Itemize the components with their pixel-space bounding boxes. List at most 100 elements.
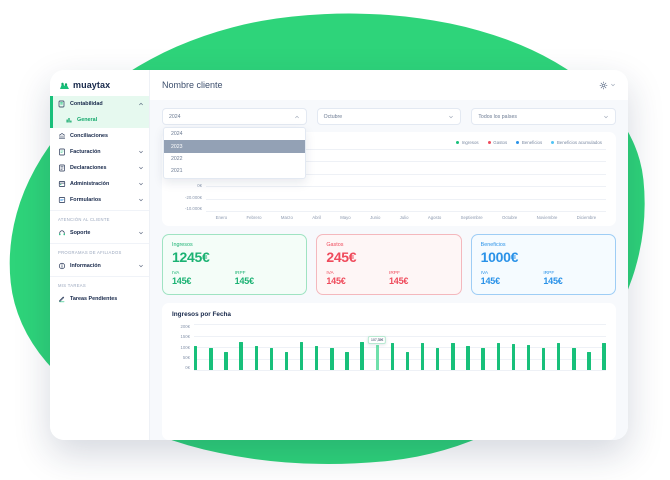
year-option[interactable]: 2024	[171, 131, 183, 138]
bar[interactable]	[390, 342, 395, 370]
sidebar-item-informacion[interactable]: Información	[50, 258, 149, 274]
year-option[interactable]: 2022	[171, 155, 183, 162]
kpi-iva-value: 145€	[326, 276, 346, 286]
bar-chart-icon	[66, 118, 72, 123]
bar[interactable]	[269, 348, 274, 370]
x-tick-label: Marzo	[280, 215, 293, 220]
year-select-value: 2024	[169, 113, 181, 120]
year-option[interactable]: 2021	[171, 168, 183, 175]
bar[interactable]	[405, 351, 410, 370]
form-icon	[58, 197, 66, 203]
bar[interactable]	[436, 348, 440, 370]
bar[interactable]	[330, 348, 334, 370]
bar-group[interactable]	[550, 70, 563, 211]
bar[interactable]	[299, 342, 304, 370]
legend-item[interactable]: Ingresos	[456, 140, 479, 145]
bar[interactable]	[602, 342, 606, 370]
sidebar-item-soporte[interactable]: Soporte	[50, 225, 149, 241]
bar-series-container: 107,35€	[194, 324, 606, 370]
year-option-selected[interactable]: 2023	[164, 140, 305, 153]
bar[interactable]	[239, 342, 243, 370]
settings-menu-button[interactable]	[599, 81, 616, 90]
chevron-up-icon	[139, 102, 143, 106]
kpi-card-green: Ingresos 1245€ IVA 145€ IRPF 145€	[162, 234, 308, 295]
legend-color-dot	[516, 140, 520, 145]
bar[interactable]	[420, 342, 425, 370]
legend-item[interactable]: Beneficios	[516, 140, 542, 145]
bar-tooltip: 107,35€	[368, 336, 387, 345]
sidebar-item-administracion[interactable]: Administración	[50, 176, 149, 192]
year-select[interactable]: 2024 2024 2023 2022 2021	[162, 108, 307, 179]
bar-group[interactable]	[583, 70, 596, 211]
bar[interactable]: 107,35€	[368, 336, 387, 370]
bar[interactable]	[345, 351, 349, 370]
gear-icon	[599, 81, 608, 89]
brand-logo[interactable]: muaytax	[50, 76, 149, 96]
sidebar-item-contabilidad[interactable]: Contabilidad	[50, 96, 149, 112]
y-tick-label: 50€	[182, 354, 190, 360]
bar-group[interactable]	[516, 70, 529, 211]
country-select[interactable]: Todos los países	[471, 108, 617, 125]
sidebar-section-tasks: MIS TAREAS	[50, 276, 149, 291]
sidebar-item-declaraciones[interactable]: Declaraciones	[50, 160, 149, 176]
bar-group[interactable]	[416, 70, 429, 211]
bar[interactable]	[194, 345, 198, 370]
kpi-iva-label: IVA	[480, 271, 489, 276]
sidebar-item-label: Facturación	[70, 149, 101, 155]
bar[interactable]	[481, 348, 485, 370]
bar-group[interactable]	[316, 70, 329, 211]
bar-group[interactable]	[350, 70, 363, 211]
y-tick-label: 200€	[180, 324, 190, 329]
bar-group[interactable]	[383, 70, 396, 211]
sidebar-item-general[interactable]: General	[50, 112, 149, 128]
x-tick-label: Abril	[312, 215, 321, 220]
sidebar-item-formularios[interactable]: Formularios	[50, 192, 149, 208]
x-tick-label: Junio	[370, 215, 381, 220]
kpi-value: 1000€	[480, 249, 519, 265]
bar[interactable]	[224, 351, 228, 370]
bar-group[interactable]	[450, 70, 463, 211]
pencil-icon	[59, 296, 65, 303]
kpi-irpf-value: 145€	[234, 276, 254, 286]
chart-title: Ingresos por Fecha	[172, 311, 231, 318]
bar[interactable]	[209, 348, 213, 370]
bar[interactable]	[254, 345, 258, 370]
bar[interactable]	[526, 345, 531, 370]
month-select[interactable]: Octubre	[316, 108, 462, 125]
kpi-card-blue: Beneficios 1000€ IVA 145€ IRPF 145€	[470, 234, 616, 295]
bar[interactable]	[315, 345, 319, 370]
legend-item[interactable]: Gastos	[487, 140, 508, 145]
x-tick-label: Agosto	[427, 215, 442, 220]
sidebar-item-facturacion[interactable]: Facturación	[50, 144, 149, 160]
sidebar-item-label: Información	[70, 263, 101, 269]
bar[interactable]	[541, 348, 546, 370]
sidebar-item-conciliaciones[interactable]: Conciliaciones	[50, 128, 149, 144]
bar[interactable]	[496, 342, 500, 370]
kpi-value: 1245€	[172, 249, 210, 265]
y-tick-label: -10.000€	[185, 205, 202, 211]
year-dropdown-list[interactable]: 2024 2023 2022 2021	[163, 127, 306, 179]
y-tick-label: 100€	[180, 344, 190, 350]
legend-label: Gastos	[493, 140, 508, 145]
kpi-iva-value: 145€	[172, 276, 192, 286]
x-tick-label: Octubre	[502, 215, 518, 220]
bar[interactable]	[572, 348, 576, 370]
bar[interactable]	[557, 342, 561, 370]
kpi-value: 245€	[326, 249, 357, 265]
app-window: muaytax Contabilidad General	[50, 70, 628, 440]
bar[interactable]	[360, 342, 364, 370]
sidebar-item-tareas-pendientes[interactable]: Tareas Pendientes	[50, 291, 149, 307]
bar-group[interactable]	[483, 70, 496, 211]
kpi-row: Ingresos 1245€ IVA 145€ IRPF 145€ Gastos 245€ IV…	[150, 226, 628, 295]
mountain-logo-icon	[60, 82, 69, 89]
ingresos-plot: 200€ 150€ 100€ 50€ 0€ 107,35€	[172, 324, 606, 371]
legend-label: Ingresos	[461, 140, 479, 145]
legend-item[interactable]: Beneficios acumulados	[551, 140, 602, 145]
sidebar-item-label: Declaraciones	[70, 165, 107, 171]
bar[interactable]	[511, 344, 516, 370]
bar[interactable]	[451, 342, 455, 370]
bar[interactable]	[587, 351, 591, 370]
bar[interactable]	[284, 351, 289, 370]
bar[interactable]	[466, 345, 470, 370]
chart-legend: Ingresos Gastos Beneficios Beneficios acumu…	[172, 140, 606, 145]
